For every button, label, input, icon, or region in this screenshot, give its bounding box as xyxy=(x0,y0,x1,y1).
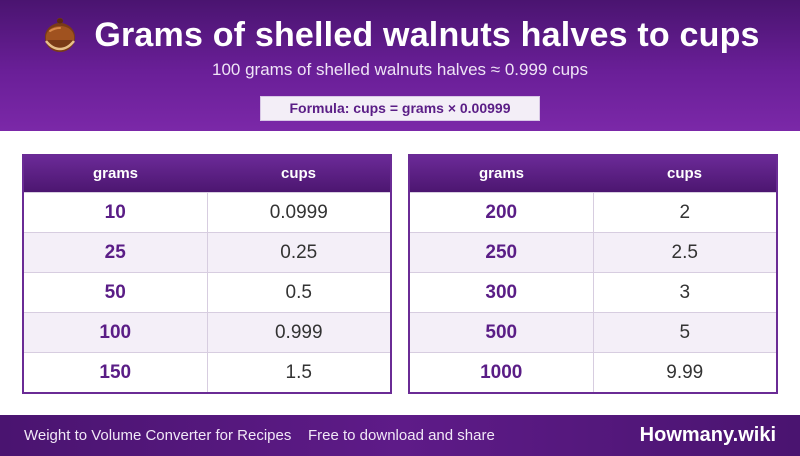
column-header-grams: grams xyxy=(478,165,525,182)
brand-link[interactable]: Howmany.wiki xyxy=(639,424,776,446)
table-row: 50 0.5 xyxy=(24,272,390,312)
cups-cell: 2.5 xyxy=(671,242,698,263)
cups-cell: 0.0999 xyxy=(269,202,328,223)
walnut-icon xyxy=(45,18,76,52)
table-row: 300 3 xyxy=(410,272,776,312)
conversion-table-right: grams cups 200 2 250 2.5 300 3 500 5 100… xyxy=(408,154,778,394)
formula-box: Formula: cups = grams × 0.00999 xyxy=(260,96,540,121)
grams-cell: 200 xyxy=(410,193,594,232)
grams-cell: 100 xyxy=(24,313,208,352)
table-row: 250 2.5 xyxy=(410,232,776,272)
conversion-table-left: grams cups 10 0.0999 25 0.25 50 0.5 100 … xyxy=(22,154,392,394)
table-row: 10 0.0999 xyxy=(24,192,390,232)
cups-cell: 2 xyxy=(679,202,691,223)
cups-cell: 0.5 xyxy=(285,282,312,303)
table-row: 1000 9.99 xyxy=(410,352,776,392)
table-row: 200 2 xyxy=(410,192,776,232)
title-row: Grams of shelled walnuts halves to cups xyxy=(0,12,800,58)
conversion-summary: 100 grams of shelled walnuts halves ≈ 0.… xyxy=(212,60,588,79)
grams-cell: 150 xyxy=(24,353,208,392)
header-banner: Grams of shelled walnuts halves to cups … xyxy=(0,0,800,131)
table-header: grams cups xyxy=(410,156,776,192)
grams-cell: 50 xyxy=(24,273,208,312)
table-row: 25 0.25 xyxy=(24,232,390,272)
column-header-cups: cups xyxy=(666,165,702,182)
cups-cell: 5 xyxy=(679,322,691,343)
cups-cell: 3 xyxy=(679,282,691,303)
grams-cell: 300 xyxy=(410,273,594,312)
footer-tagline: Weight to Volume Converter for Recipes xyxy=(24,427,292,444)
table-row: 100 0.999 xyxy=(24,312,390,352)
column-header-grams: grams xyxy=(92,165,139,182)
column-header-cups: cups xyxy=(280,165,316,182)
table-header: grams cups xyxy=(24,156,390,192)
grams-cell: 500 xyxy=(410,313,594,352)
grams-cell: 10 xyxy=(24,193,208,232)
table-row: 500 5 xyxy=(410,312,776,352)
grams-cell: 1000 xyxy=(410,353,594,392)
cups-cell: 1.5 xyxy=(285,362,312,383)
grams-cell: 250 xyxy=(410,233,594,272)
footer-share-note: Free to download and share xyxy=(308,427,495,444)
cups-cell: 0.999 xyxy=(274,322,323,343)
page-title: Grams of shelled walnuts halves to cups xyxy=(94,15,760,54)
cups-cell: 0.25 xyxy=(280,242,318,263)
grams-cell: 25 xyxy=(24,233,208,272)
footer-bar: Weight to Volume Converter for Recipes F… xyxy=(0,415,800,456)
cups-cell: 9.99 xyxy=(666,362,704,383)
table-row: 150 1.5 xyxy=(24,352,390,392)
